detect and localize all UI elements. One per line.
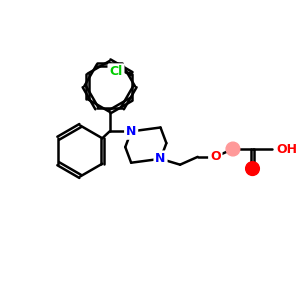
- Text: N: N: [126, 125, 136, 138]
- Text: Cl: Cl: [110, 65, 123, 78]
- Text: N: N: [155, 152, 166, 165]
- Text: O: O: [210, 150, 220, 164]
- Text: OH: OH: [276, 142, 297, 155]
- Circle shape: [246, 162, 260, 176]
- Circle shape: [226, 142, 240, 156]
